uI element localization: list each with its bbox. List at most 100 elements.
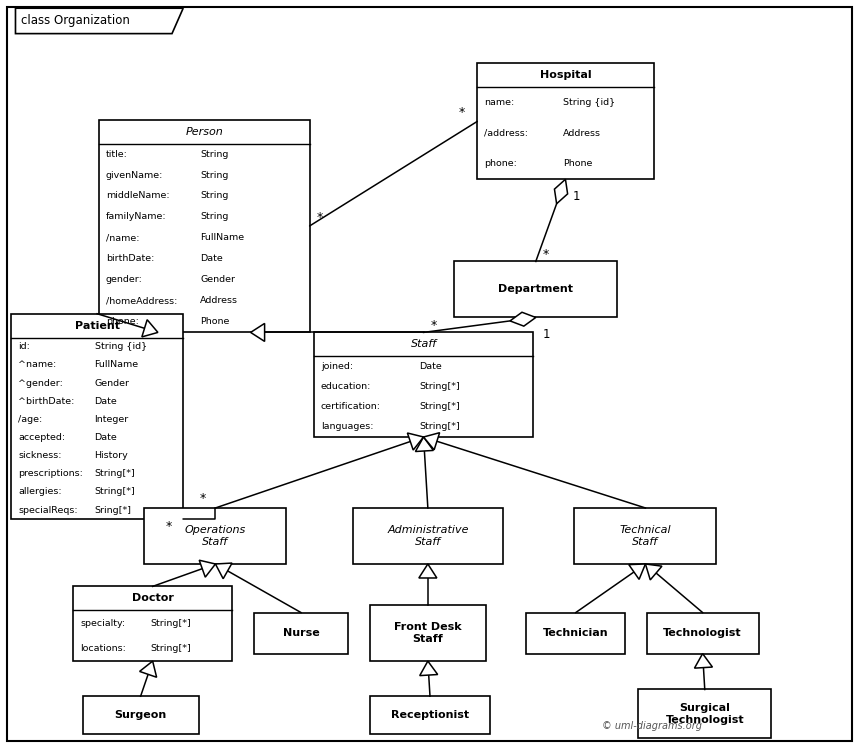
Text: Operations
Staff: Operations Staff xyxy=(185,525,246,547)
Text: © uml-diagrams.org: © uml-diagrams.org xyxy=(602,721,702,731)
Text: Receptionist: Receptionist xyxy=(391,710,469,720)
Text: *: * xyxy=(458,106,464,120)
Polygon shape xyxy=(408,433,423,450)
Text: familyName:: familyName: xyxy=(106,212,166,221)
Polygon shape xyxy=(629,564,645,580)
Text: Technical
Staff: Technical Staff xyxy=(619,525,672,547)
Polygon shape xyxy=(645,564,662,580)
Text: *: * xyxy=(166,521,172,533)
Text: title:: title: xyxy=(106,149,127,158)
Text: *: * xyxy=(316,211,322,224)
FancyBboxPatch shape xyxy=(73,586,232,661)
Text: specialReqs:: specialReqs: xyxy=(18,506,77,515)
FancyBboxPatch shape xyxy=(7,7,852,741)
FancyBboxPatch shape xyxy=(314,332,533,437)
Text: *: * xyxy=(543,248,549,261)
Text: certification:: certification: xyxy=(321,403,381,412)
Text: phone:: phone: xyxy=(484,159,517,169)
Polygon shape xyxy=(420,661,438,675)
FancyBboxPatch shape xyxy=(83,696,199,734)
Text: String {id}: String {id} xyxy=(95,342,147,351)
Text: String: String xyxy=(200,170,229,179)
FancyBboxPatch shape xyxy=(638,689,771,738)
Text: String: String xyxy=(200,212,229,221)
Text: accepted:: accepted: xyxy=(18,433,65,442)
Text: *: * xyxy=(200,492,206,505)
Text: allergies:: allergies: xyxy=(18,488,62,497)
Text: Doctor: Doctor xyxy=(132,593,174,604)
Text: Date: Date xyxy=(95,397,117,406)
FancyBboxPatch shape xyxy=(370,605,486,661)
Text: String[*]: String[*] xyxy=(419,422,460,432)
Text: Address: Address xyxy=(200,297,238,306)
Text: Phone: Phone xyxy=(200,317,230,326)
Text: FullName: FullName xyxy=(200,234,244,243)
Text: 1: 1 xyxy=(543,329,550,341)
Text: /name:: /name: xyxy=(106,234,139,243)
Text: String: String xyxy=(200,149,229,158)
Polygon shape xyxy=(419,564,437,578)
Text: specialty:: specialty: xyxy=(80,619,125,627)
Text: String[*]: String[*] xyxy=(419,403,460,412)
FancyBboxPatch shape xyxy=(574,508,716,564)
Text: Date: Date xyxy=(419,362,442,371)
FancyBboxPatch shape xyxy=(477,63,654,179)
FancyBboxPatch shape xyxy=(144,508,286,564)
Text: String {id}: String {id} xyxy=(562,99,615,108)
Text: String: String xyxy=(200,191,229,200)
Text: Surgical
Technologist: Surgical Technologist xyxy=(666,703,744,725)
Text: gender:: gender: xyxy=(106,276,143,285)
FancyBboxPatch shape xyxy=(11,314,183,519)
Text: ^name:: ^name: xyxy=(18,361,56,370)
Text: locations:: locations: xyxy=(80,644,126,653)
Polygon shape xyxy=(142,320,158,337)
FancyBboxPatch shape xyxy=(647,613,759,654)
Text: Staff: Staff xyxy=(410,339,437,350)
Polygon shape xyxy=(139,661,157,678)
Text: String[*]: String[*] xyxy=(150,644,191,653)
FancyBboxPatch shape xyxy=(353,508,503,564)
Text: birthDate:: birthDate: xyxy=(106,255,154,264)
Text: education:: education: xyxy=(321,382,372,391)
FancyBboxPatch shape xyxy=(526,613,625,654)
Polygon shape xyxy=(250,323,265,341)
Text: String[*]: String[*] xyxy=(419,382,460,391)
FancyBboxPatch shape xyxy=(454,261,617,317)
Polygon shape xyxy=(510,312,536,326)
Text: id:: id: xyxy=(18,342,30,351)
Text: *: * xyxy=(430,319,437,332)
Text: Department: Department xyxy=(498,285,574,294)
Text: Technologist: Technologist xyxy=(663,628,742,638)
Text: Sring[*]: Sring[*] xyxy=(95,506,132,515)
Text: Date: Date xyxy=(95,433,117,442)
Text: FullName: FullName xyxy=(95,361,138,370)
Text: Gender: Gender xyxy=(95,379,130,388)
Text: givenName:: givenName: xyxy=(106,170,163,179)
Text: String[*]: String[*] xyxy=(150,619,191,627)
Text: Address: Address xyxy=(562,129,600,138)
Text: Person: Person xyxy=(186,126,223,137)
Text: name:: name: xyxy=(484,99,514,108)
Text: sickness:: sickness: xyxy=(18,451,62,460)
Polygon shape xyxy=(695,654,712,668)
Text: ^birthDate:: ^birthDate: xyxy=(18,397,75,406)
Text: prescriptions:: prescriptions: xyxy=(18,469,83,478)
Text: languages:: languages: xyxy=(321,422,373,432)
Polygon shape xyxy=(423,433,439,450)
Text: /age:: /age: xyxy=(18,415,42,424)
Text: class Organization: class Organization xyxy=(22,14,131,28)
Text: phone:: phone: xyxy=(106,317,138,326)
Polygon shape xyxy=(15,8,183,34)
Text: Front Desk
Staff: Front Desk Staff xyxy=(394,622,462,644)
Text: String[*]: String[*] xyxy=(95,488,135,497)
Text: Surgeon: Surgeon xyxy=(114,710,167,720)
Text: 1: 1 xyxy=(573,190,580,203)
Text: Technician: Technician xyxy=(543,628,609,638)
Text: Patient: Patient xyxy=(75,320,120,331)
Text: joined:: joined: xyxy=(321,362,353,371)
Text: /homeAddress:: /homeAddress: xyxy=(106,297,177,306)
Text: Integer: Integer xyxy=(95,415,129,424)
Text: /address:: /address: xyxy=(484,129,528,138)
Text: Date: Date xyxy=(200,255,223,264)
Text: Phone: Phone xyxy=(562,159,592,169)
